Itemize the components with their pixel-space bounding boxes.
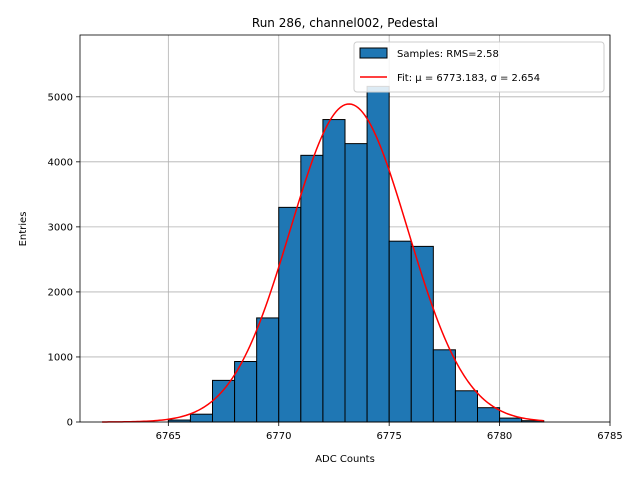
x-axis-ticks: 6765 6770 6775 6780 6785 — [156, 422, 623, 442]
plot-frame — [79, 34, 611, 423]
x-axis-label: ADC Counts — [315, 454, 375, 465]
histogram-bar-14 — [477, 407, 501, 423]
fit-curve — [102, 103, 544, 423]
x-tick-label-1: 6770 — [266, 431, 291, 442]
y-axis-label: Entries — [18, 212, 29, 247]
chart-title: Run 286, channel002, Pedestal — [252, 16, 438, 30]
histogram-bar-5 — [278, 206, 302, 423]
legend-samples-swatch — [359, 47, 388, 59]
y-tick-label-4: 4000 — [48, 157, 73, 168]
y-tick-label-1: 1000 — [48, 352, 73, 363]
x-tick-label-3: 6780 — [487, 431, 512, 442]
histogram-bar-15 — [499, 417, 523, 423]
legend-fit-label: Fit: μ = 6773.183, σ = 2.654 — [397, 73, 540, 84]
histogram-bar-2 — [212, 379, 236, 423]
histogram-bar-1 — [189, 413, 214, 423]
x-tick-label-0: 6765 — [156, 431, 181, 442]
histogram-bar-7 — [322, 119, 346, 423]
legend: Samples: RMS=2.58 Fit: μ = 6773.183, σ =… — [353, 41, 605, 93]
histogram-bar-6 — [300, 154, 324, 423]
x-tick-label-2: 6775 — [376, 431, 401, 442]
histogram-bar-4 — [256, 317, 280, 423]
histogram-bar-9 — [366, 85, 390, 423]
histogram-bars — [167, 85, 545, 423]
x-tick-label-4: 6785 — [597, 431, 622, 442]
y-tick-label-5: 5000 — [48, 92, 73, 103]
histogram-bar-10 — [388, 240, 412, 423]
histogram-bar-11 — [410, 245, 434, 423]
histogram-bar-12 — [432, 349, 456, 423]
legend-samples-label: Samples: RMS=2.58 — [397, 49, 499, 60]
y-tick-label-2: 2000 — [48, 287, 73, 298]
histogram-bar-13 — [454, 390, 478, 423]
y-axis-ticks: 0 1000 2000 3000 4000 5000 — [48, 92, 80, 429]
y-tick-label-0: 0 — [67, 418, 73, 429]
histogram-bar-8 — [344, 143, 368, 423]
legend-frame — [353, 41, 605, 93]
y-tick-label-3: 3000 — [48, 222, 73, 233]
